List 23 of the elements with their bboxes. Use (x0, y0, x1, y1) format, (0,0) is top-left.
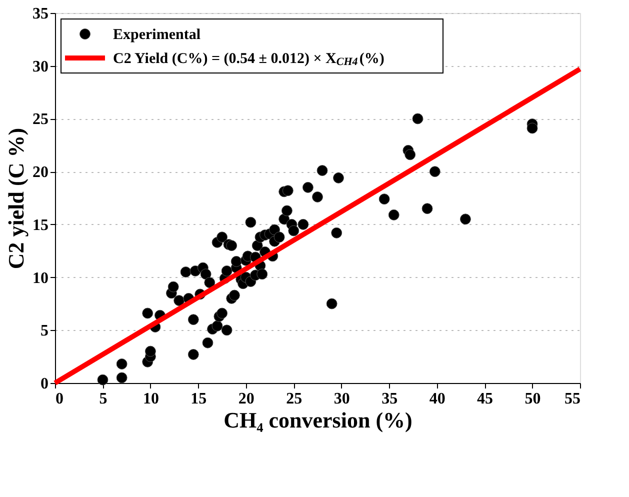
x-tick-label: 25 (286, 390, 302, 408)
x-tick-label: 30 (334, 390, 350, 408)
y-tick-label: 15 (32, 216, 48, 234)
x-axis-title: CH₄ conversion (%) (224, 408, 412, 432)
x-tick-label: 5 (99, 390, 108, 408)
y-tick-label: 5 (40, 322, 48, 340)
x-tick-label: 45 (477, 390, 494, 408)
x-tick-label: 20 (238, 390, 254, 408)
x-tick-label: 35 (382, 390, 398, 408)
x-tick-label: 10 (142, 390, 159, 408)
y-tick-label: 25 (32, 111, 48, 128)
y-tick-label: 10 (32, 270, 48, 287)
y-tick-label: 20 (32, 164, 48, 182)
y-tick-label: 0 (40, 376, 48, 392)
legend-label: Experimental (113, 27, 200, 43)
y-axis-title: C2 yield (C %) (4, 128, 28, 270)
y-tick-label: 30 (32, 58, 48, 76)
x-tick-label: 50 (524, 390, 541, 408)
x-tick-label: 15 (190, 390, 207, 408)
y-tick-label: 35 (32, 6, 48, 22)
x-tick-label: 40 (429, 390, 446, 408)
x-tick-label: 55 (564, 390, 580, 408)
x-tick-label: 0 (56, 390, 64, 408)
